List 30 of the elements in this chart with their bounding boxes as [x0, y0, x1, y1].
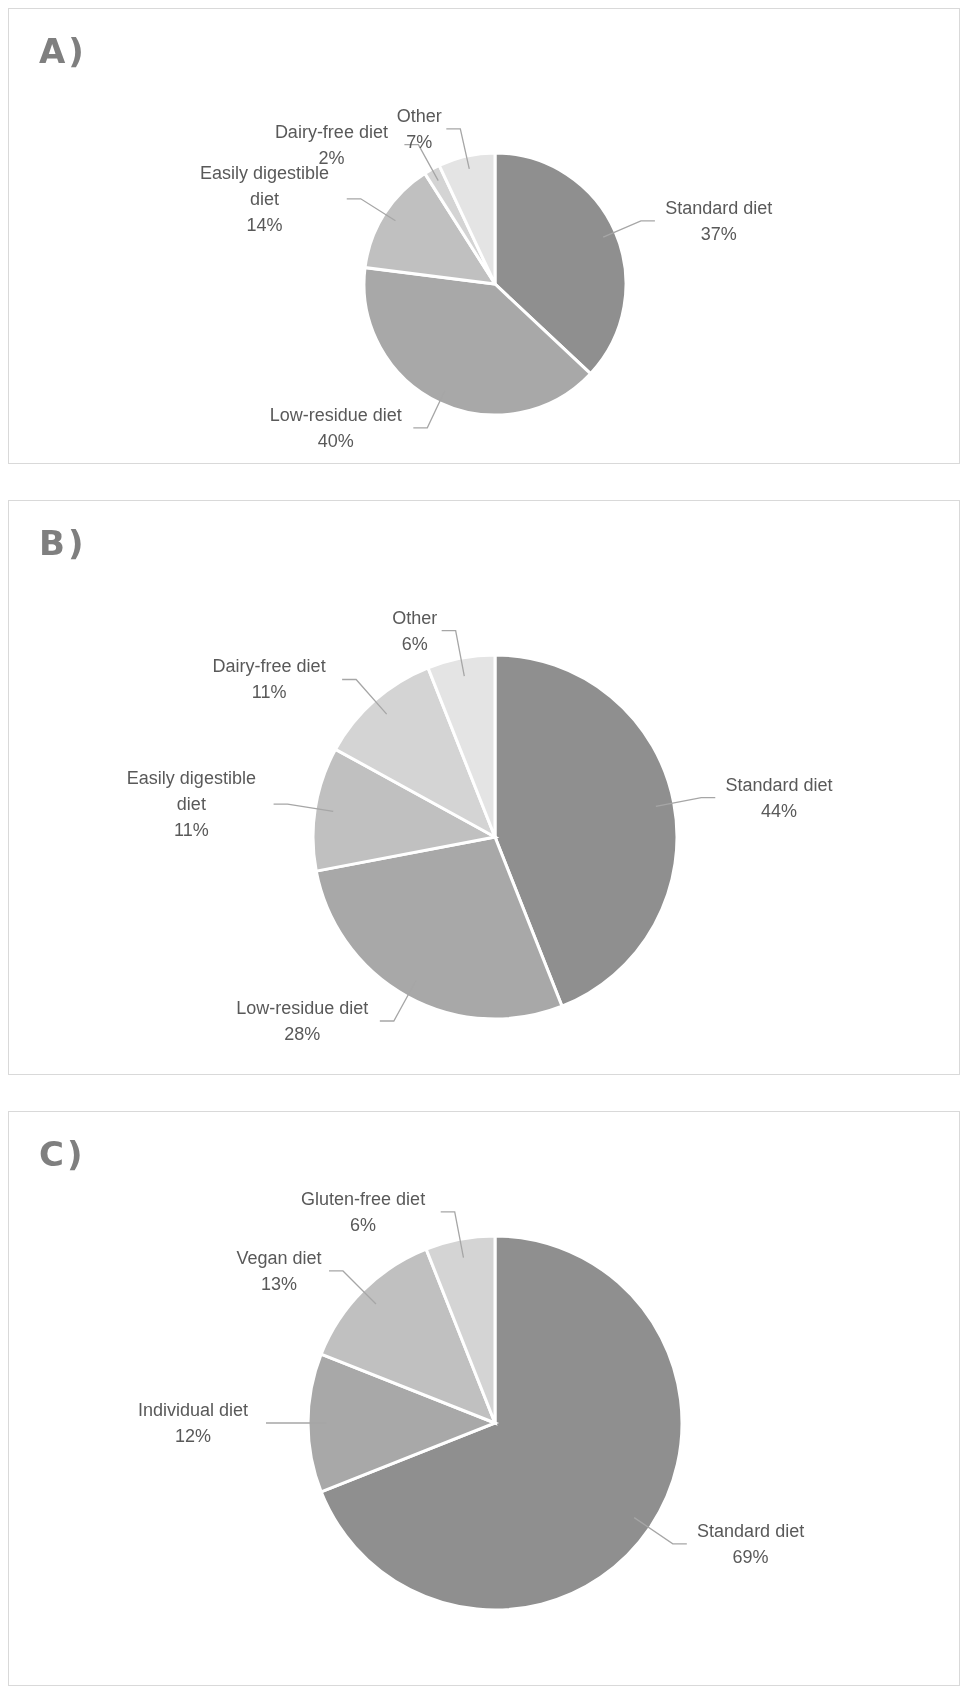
slice-label: Standard diet [665, 197, 773, 218]
data-label: 6% [350, 1214, 377, 1235]
slice-label: Low-residue diet [269, 404, 402, 425]
slice-label: Low-residue diet [236, 998, 369, 1019]
data-label: 7% [406, 131, 433, 152]
slice-label: Standard diet [725, 774, 833, 795]
data-label: 44% [761, 800, 798, 821]
slice-label: Vegan diet [236, 1247, 322, 1268]
data-label: 12% [174, 1426, 212, 1446]
data-label: 13% [260, 1273, 297, 1294]
chart-title: B) [39, 523, 87, 563]
slice-label: Gluten-free diet [301, 1188, 426, 1209]
data-label: 40% [317, 430, 354, 451]
slice-label: Other [396, 105, 442, 126]
chart-title: C) [39, 1134, 86, 1174]
data-label: 28% [284, 1024, 321, 1045]
data-label: 37% [700, 223, 737, 244]
slice-label: Easily digestible diet [126, 768, 256, 815]
data-label: 6% [401, 633, 428, 654]
data-label: 11% [251, 682, 287, 703]
data-label: 2% [318, 147, 345, 168]
slice-label: Dairy-free diet [274, 121, 388, 142]
slice-label: Individual diet [137, 1400, 249, 1420]
slice-label: Other [392, 607, 438, 628]
slice-label: Dairy-free diet [212, 656, 326, 677]
slice-label: Standard diet [697, 1520, 805, 1541]
chart-title: A) [39, 31, 87, 71]
data-label: 11% [174, 820, 209, 841]
data-label: 69% [732, 1546, 769, 1567]
data-label: 14% [246, 214, 283, 235]
